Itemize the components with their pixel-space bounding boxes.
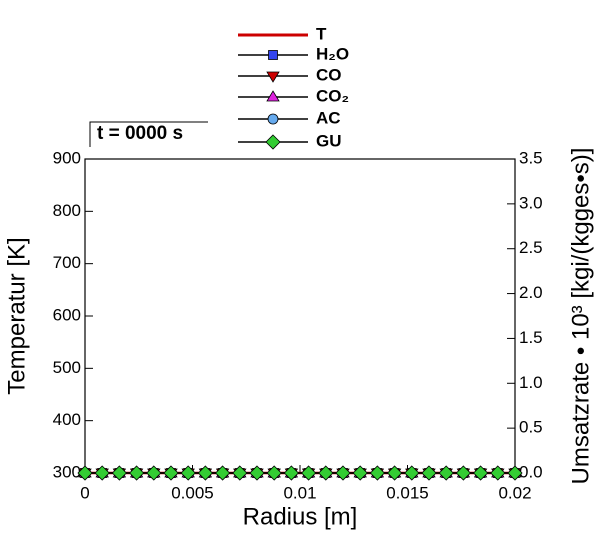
marker [404,465,420,481]
marker [318,465,334,481]
legend-label: T [316,24,327,43]
marker [215,465,231,481]
x-tick-label: 0.015 [386,483,429,502]
marker [283,465,299,481]
x-axis-label: Radius [m] [243,503,358,530]
marker [180,465,196,481]
marker [94,465,110,481]
marker [490,465,506,481]
plot-frame [84,158,516,474]
marker [265,134,281,150]
legend-label: CO [316,65,342,84]
marker [249,465,265,481]
marker [232,465,248,481]
x-tick-label: 0 [80,483,89,502]
marker [146,465,162,481]
marker [266,71,280,83]
y2-tick-label: 1.5 [519,328,543,347]
y-tick-label: 300 [53,462,81,481]
legend-label: AC [316,108,341,127]
marker [369,465,385,481]
marker [421,465,437,481]
marker [163,465,179,481]
annotation: t = 0000 s [97,123,183,144]
marker [507,465,523,481]
marker [335,465,351,481]
marker [455,465,471,481]
y-tick-label: 700 [53,253,81,272]
x-tick-label: 0.02 [498,483,531,502]
marker [77,465,93,481]
y2-tick-label: 2.5 [519,238,543,257]
annotation-box [89,121,208,147]
marker [438,465,454,481]
x-tick-label: 0.005 [171,483,214,502]
marker [197,465,213,481]
y-axis-label: Temperatur [K] [3,237,30,394]
marker [387,465,403,481]
marker [129,465,145,481]
legend-label: H₂O [316,44,349,63]
y-tick-label: 600 [53,305,81,324]
y2-axis-label: Umsatzrate • 10³ [kgi/(kgges•s)] [567,148,594,485]
y-tick-label: 800 [53,201,81,220]
marker [266,90,280,102]
legend-label: GU [316,131,342,150]
x-tick-label: 0.01 [283,483,316,502]
y2-tick-label: 0.5 [519,418,543,437]
marker [268,50,278,60]
y2-tick-label: 2.0 [519,283,543,302]
marker [111,465,127,481]
marker [266,465,282,481]
y2-tick-label: 1.0 [519,373,543,392]
y-tick-label: 900 [53,148,81,167]
marker [267,113,279,125]
legend-label: CO₂ [316,86,349,105]
y-tick-label: 400 [53,410,81,429]
marker [473,465,489,481]
y-tick-label: 500 [53,358,81,377]
marker [352,465,368,481]
marker [301,465,317,481]
y2-tick-label: 3.5 [519,148,543,167]
y2-tick-label: 0.0 [519,462,543,481]
y2-tick-label: 3.0 [519,193,543,212]
